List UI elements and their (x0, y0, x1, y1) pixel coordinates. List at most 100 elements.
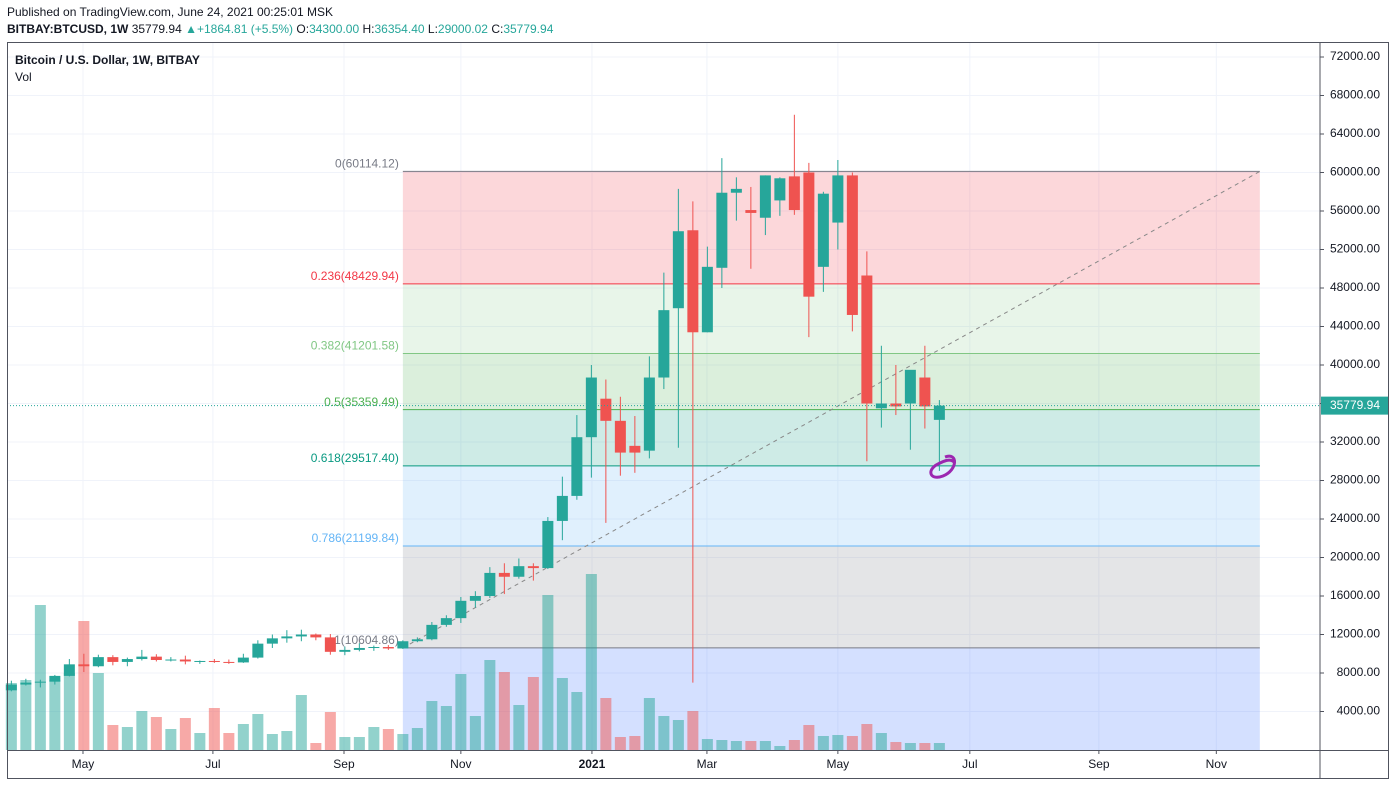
candle-body (846, 175, 858, 315)
candle-body (92, 657, 104, 667)
volume-bar (643, 698, 655, 750)
volume-bar (150, 717, 162, 750)
candle-body (614, 420, 626, 453)
published: Published on TradingView.com, June 24, 2… (7, 5, 333, 19)
candle-body (324, 637, 336, 652)
volume-bar (542, 595, 554, 750)
candle-body (368, 647, 380, 649)
candle-body (774, 178, 786, 201)
fib-zone (402, 465, 1260, 546)
candle-body (875, 403, 887, 409)
volume-bar (208, 708, 220, 750)
candle-body (716, 192, 728, 268)
volume-bar (861, 724, 873, 750)
volume-bar (440, 706, 452, 750)
candle-body (672, 231, 684, 309)
volume-bar (788, 740, 800, 750)
fib-zone (402, 171, 1260, 284)
volume-bar (411, 728, 423, 750)
candle-body (484, 572, 496, 597)
volume-bar (63, 673, 75, 750)
volume-bar (919, 743, 931, 750)
candle-body (266, 638, 278, 644)
c-label: C: (491, 22, 504, 36)
candle-body (585, 377, 597, 438)
volume-bar (875, 733, 887, 750)
volume-bar (49, 680, 61, 750)
volume-bar (223, 733, 235, 750)
candle-body (658, 310, 670, 378)
y-tick-label: 32000.00 (1330, 434, 1380, 448)
candle-body (426, 624, 438, 640)
candle-body (701, 266, 713, 333)
volume-bar (165, 729, 177, 750)
candle-body (310, 634, 322, 638)
symbol: BITBAY:BTCUSD, 1W (7, 22, 129, 36)
last-price-tag (1321, 396, 1388, 415)
candle-body (107, 657, 119, 662)
fib: 0(60114.12) 0.236(48429.94) 0.382(41201.58… (311, 157, 1261, 750)
arrow: ▲ (185, 22, 197, 36)
volume-bar (556, 678, 568, 750)
candle-body (194, 660, 206, 662)
candle-body (556, 495, 568, 521)
annotation-circle (929, 454, 956, 479)
candle-body (817, 193, 829, 267)
volume-bar (78, 621, 90, 750)
l: 29000.02 (437, 22, 488, 36)
candle-body (759, 175, 771, 218)
candle-body (498, 572, 510, 577)
fib-label: 0.618(29517.40) (311, 451, 399, 465)
volume-bar (904, 743, 916, 750)
volume-bar (397, 734, 409, 750)
volume-bar (890, 742, 902, 750)
x-tick-label: Nov (450, 757, 471, 771)
x-tick-label: Sep (1088, 757, 1110, 771)
volume-bar (498, 672, 510, 750)
volume-bar (629, 736, 641, 750)
volume-bar (803, 725, 815, 750)
volume-bar (745, 741, 757, 750)
y-tick-label: 24000.00 (1330, 511, 1380, 525)
candle-body (397, 641, 409, 649)
candle-body (803, 172, 815, 297)
x-tick-label: May (72, 757, 95, 771)
y-tick-label: 68000.00 (1330, 88, 1380, 102)
volume-bar (281, 731, 293, 750)
volume-bar (759, 741, 771, 750)
candle-body (890, 403, 902, 407)
candle-body (208, 660, 220, 662)
y-tick-label: 28000.00 (1330, 473, 1380, 487)
y-tick-label: 40000.00 (1330, 357, 1380, 371)
x-tick-label: Mar (697, 757, 718, 771)
volume-bar (368, 727, 380, 750)
volume-bar (92, 673, 104, 750)
volume-bar (295, 695, 307, 750)
axes: 4000.00 8000.00 12000.00 16000.00 20000.00 24… (7, 49, 1388, 771)
volume-bar (614, 737, 626, 750)
legend-vol: Vol (15, 70, 32, 84)
fib-label: 0.236(48429.94) (311, 269, 399, 283)
legend-title: Bitcoin / U.S. Dollar, 1W, BITBAY (15, 53, 200, 67)
candle-body (165, 659, 177, 661)
volume-bar (933, 743, 945, 750)
volume-bar (658, 716, 670, 750)
volume-bar (34, 605, 46, 750)
y-tick-label: 56000.00 (1330, 203, 1380, 217)
candle-body (411, 639, 423, 642)
volume-bar (846, 736, 858, 750)
candle-body (629, 445, 641, 453)
candle-body (730, 188, 742, 193)
fib-label: 0.5(35359.49) (324, 395, 399, 409)
volume-bar (339, 737, 351, 750)
candle-body (861, 275, 873, 404)
volume-bar (600, 698, 612, 750)
candle-body (121, 659, 133, 662)
candle-body (455, 600, 467, 619)
volume-bar (426, 701, 438, 750)
o-label: O: (296, 22, 310, 36)
candle-body (223, 661, 235, 663)
volume-bar (817, 736, 829, 750)
volume-bar (121, 727, 133, 750)
